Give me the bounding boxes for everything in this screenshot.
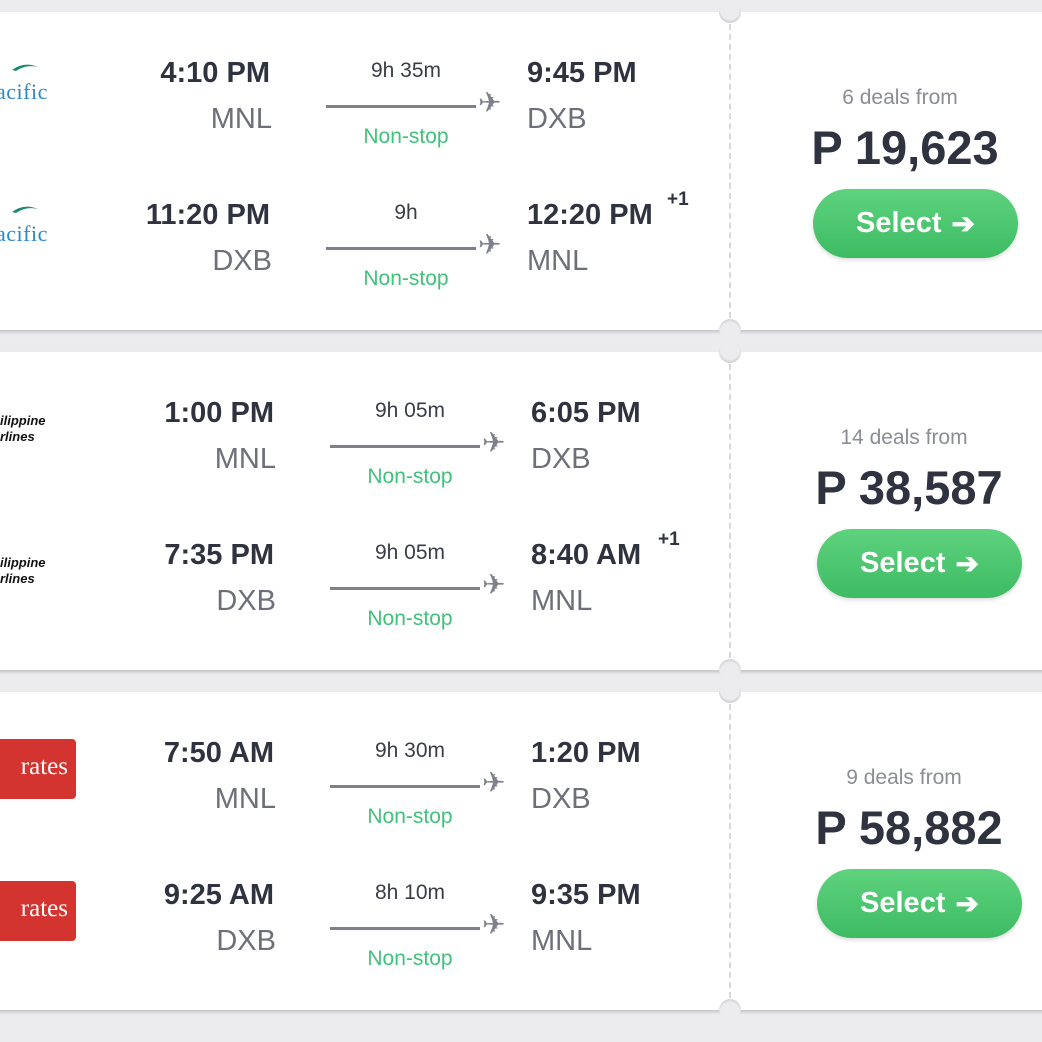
departure-time: 7:50 AM: [163, 737, 274, 769]
ticket-divider: [729, 24, 731, 318]
airplane-icon: ✈: [482, 909, 506, 940]
ticket-notch: [719, 1, 741, 23]
select-button[interactable]: Select ➔: [813, 189, 1018, 258]
emirates-logo: rates: [0, 739, 76, 799]
price-amount: P 58,882: [815, 801, 1003, 854]
deals-count: 9 deals from: [846, 766, 962, 789]
ticket-notch: [719, 659, 741, 681]
departure-airport: DXB: [216, 925, 276, 957]
flight-duration: 9h 35m: [370, 59, 442, 82]
flight-duration: 9h 05m: [374, 541, 446, 564]
stops-label: Non-stop: [367, 465, 453, 488]
select-button-label: Select: [856, 207, 942, 239]
airplane-icon: ✈: [478, 229, 502, 260]
ticket-notch: [719, 319, 741, 341]
stops-label: Non-stop: [367, 805, 453, 828]
departure-airport: DXB: [212, 245, 272, 277]
route-line: [326, 105, 476, 108]
select-button[interactable]: Select ➔: [817, 869, 1022, 938]
select-button-label: Select: [860, 887, 946, 919]
flight-result-card[interactable]: ilippine rlines 1:00 PM MNL 9h 05m ✈ Non…: [0, 341, 1042, 681]
departure-time: 4:10 PM: [160, 57, 270, 89]
stops-label: Non-stop: [363, 267, 449, 290]
departure-time: 7:35 PM: [164, 539, 274, 571]
arrival-airport: DXB: [531, 783, 591, 815]
next-day-indicator: +1: [658, 529, 680, 550]
flight-leg-outbound: acific 4:10 PM MNL 9h 35m ✈ Non-stop 9:4…: [0, 57, 740, 157]
price-amount: P 19,623: [811, 121, 999, 174]
route-line: [330, 445, 480, 448]
stops-label: Non-stop: [367, 947, 453, 970]
arrow-right-icon: ➔: [951, 208, 975, 239]
departure-time: 9:25 AM: [163, 879, 274, 911]
airplane-icon: ✈: [482, 427, 506, 458]
stops-label: Non-stop: [367, 607, 453, 630]
airplane-icon: ✈: [482, 767, 506, 798]
route-line: [330, 587, 480, 590]
brushwing-icon: [12, 206, 38, 213]
flight-leg-return: rates 9:25 AM DXB 8h 10m ✈ Non-stop 9:35…: [0, 879, 744, 979]
departure-airport: MNL: [214, 443, 276, 475]
arrival-time: 12:20 PM: [527, 199, 653, 231]
airplane-icon: ✈: [482, 569, 506, 600]
arrival-airport: MNL: [527, 245, 589, 277]
select-button-label: Select: [860, 547, 946, 579]
airplane-icon: ✈: [478, 87, 502, 118]
ticket-divider: [729, 364, 731, 658]
flight-leg-return: ilippine rlines 7:35 PM DXB 9h 05m ✈ Non…: [0, 529, 744, 639]
flight-result-card[interactable]: acific 4:10 PM MNL 9h 35m ✈ Non-stop 9:4…: [0, 1, 1042, 341]
deals-count: 14 deals from: [840, 426, 968, 449]
flight-duration: 9h 30m: [374, 739, 446, 762]
arrival-airport: MNL: [531, 585, 593, 617]
ticket-divider: [729, 704, 731, 998]
cathay-pacific-logo: acific: [0, 195, 80, 259]
flight-result-card[interactable]: rates 7:50 AM MNL 9h 30m ✈ Non-stop 1:20…: [0, 681, 1042, 1021]
arrival-airport: MNL: [531, 925, 593, 957]
arrow-right-icon: ➔: [955, 888, 979, 919]
next-day-indicator: +1: [667, 189, 689, 210]
ticket-notch: [719, 999, 741, 1021]
select-button[interactable]: Select ➔: [817, 529, 1022, 598]
arrival-airport: DXB: [527, 103, 587, 135]
flight-leg-outbound: ilippine rlines 1:00 PM MNL 9h 05m ✈ Non…: [0, 397, 744, 497]
arrow-right-icon: ➔: [955, 548, 979, 579]
route-line: [330, 927, 480, 930]
departure-airport: MNL: [214, 783, 276, 815]
arrival-time: 8:40 AM: [531, 539, 642, 571]
departure-airport: DXB: [216, 585, 276, 617]
ticket-notch: [719, 341, 741, 363]
flight-duration: 9h 05m: [374, 399, 446, 422]
brushwing-icon: [12, 64, 38, 71]
arrival-time: 9:45 PM: [527, 57, 637, 89]
flight-leg-return: acific 11:20 PM DXB 9h ✈ Non-stop 12:20 …: [0, 189, 740, 299]
departure-airport: MNL: [210, 103, 272, 135]
stops-label: Non-stop: [363, 125, 449, 148]
price-amount: P 38,587: [815, 461, 1003, 514]
departure-time: 11:20 PM: [145, 199, 270, 231]
arrival-time: 1:20 PM: [531, 737, 641, 769]
departure-time: 1:00 PM: [164, 397, 274, 429]
route-line: [330, 785, 480, 788]
philippine-airlines-logo: ilippine rlines: [0, 555, 46, 586]
arrival-time: 6:05 PM: [531, 397, 641, 429]
arrival-airport: DXB: [531, 443, 591, 475]
route-line: [326, 247, 476, 250]
cathay-pacific-logo: acific: [0, 53, 80, 117]
ticket-notch: [719, 681, 741, 703]
deals-count: 6 deals from: [842, 86, 958, 109]
flight-duration: 8h 10m: [374, 881, 446, 904]
philippine-airlines-logo: ilippine rlines: [0, 413, 46, 444]
arrival-time: 9:35 PM: [531, 879, 641, 911]
emirates-logo: rates: [0, 881, 76, 941]
flight-duration: 9h: [394, 201, 418, 224]
flight-leg-outbound: rates 7:50 AM MNL 9h 30m ✈ Non-stop 1:20…: [0, 737, 744, 837]
